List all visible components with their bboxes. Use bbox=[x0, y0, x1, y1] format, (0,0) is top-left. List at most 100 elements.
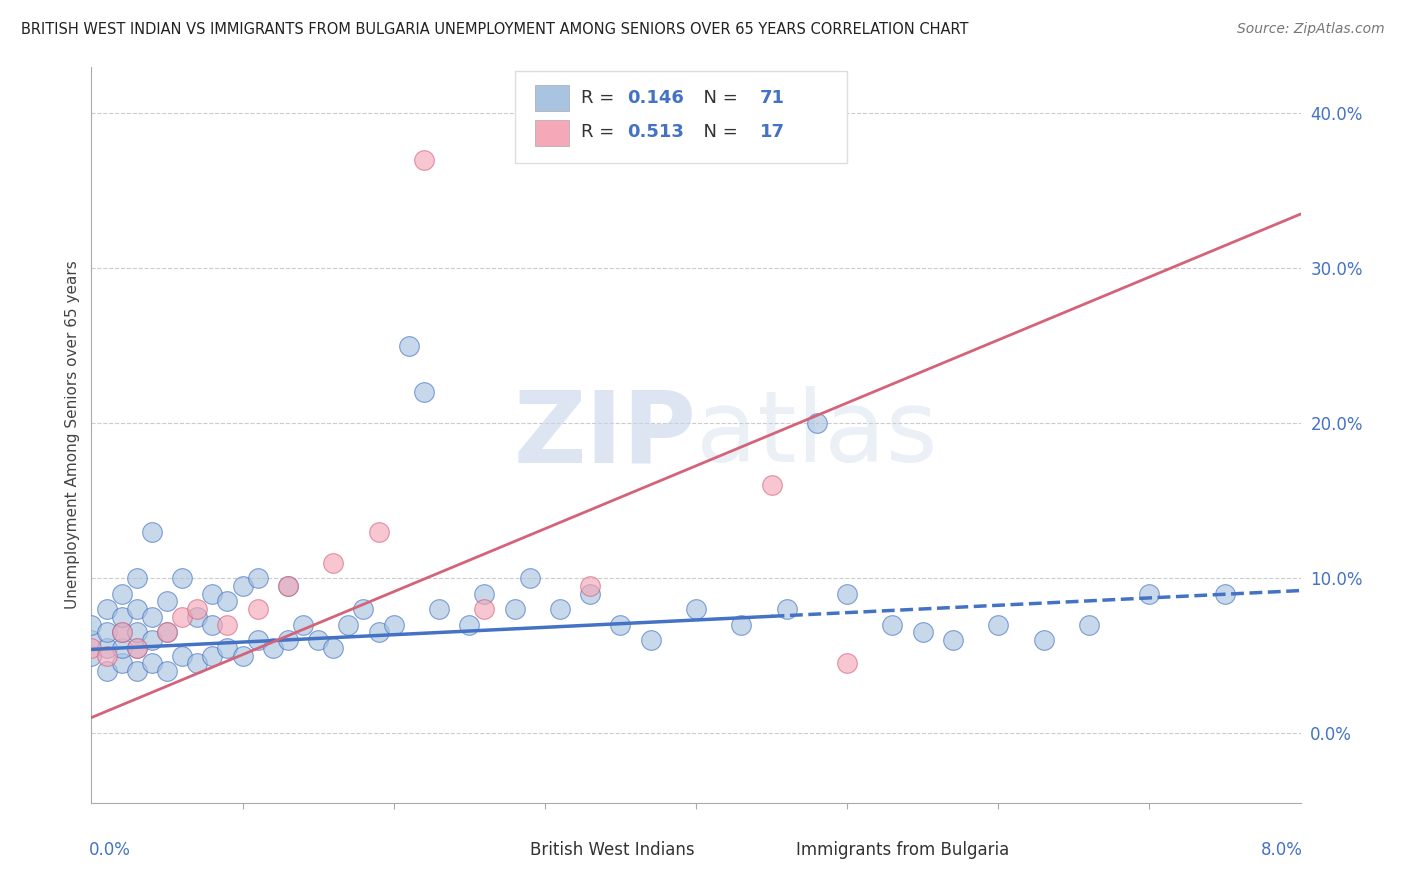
FancyBboxPatch shape bbox=[496, 842, 526, 858]
Point bbox=[156, 594, 179, 608]
Point bbox=[911, 625, 934, 640]
Text: 71: 71 bbox=[761, 89, 785, 107]
Text: 17: 17 bbox=[761, 123, 785, 142]
FancyBboxPatch shape bbox=[515, 70, 846, 162]
Point bbox=[427, 602, 450, 616]
Text: atlas: atlas bbox=[696, 386, 938, 483]
Point bbox=[292, 617, 315, 632]
Point bbox=[685, 602, 707, 616]
Point bbox=[96, 640, 118, 655]
Point bbox=[231, 648, 253, 663]
Point bbox=[141, 610, 163, 624]
Y-axis label: Unemployment Among Seniors over 65 years: Unemployment Among Seniors over 65 years bbox=[65, 260, 80, 609]
Text: 8.0%: 8.0% bbox=[1261, 841, 1303, 859]
Point bbox=[217, 617, 239, 632]
Text: R =: R = bbox=[581, 123, 620, 142]
Point bbox=[337, 617, 360, 632]
Point bbox=[80, 648, 103, 663]
Point bbox=[398, 339, 420, 353]
Point bbox=[761, 478, 783, 492]
Point bbox=[776, 602, 799, 616]
Point bbox=[835, 587, 858, 601]
Point bbox=[730, 617, 752, 632]
Point bbox=[156, 664, 179, 678]
Point bbox=[96, 664, 118, 678]
Text: Source: ZipAtlas.com: Source: ZipAtlas.com bbox=[1237, 22, 1385, 37]
Text: 0.146: 0.146 bbox=[627, 89, 683, 107]
Point bbox=[503, 602, 526, 616]
Point bbox=[156, 625, 179, 640]
Text: 0.0%: 0.0% bbox=[89, 841, 131, 859]
Text: N =: N = bbox=[692, 123, 744, 142]
Point bbox=[217, 640, 239, 655]
Point bbox=[640, 633, 662, 648]
Point bbox=[156, 625, 179, 640]
Point bbox=[352, 602, 374, 616]
Point bbox=[186, 610, 208, 624]
Point bbox=[125, 640, 148, 655]
Point bbox=[80, 640, 103, 655]
Point bbox=[246, 602, 269, 616]
Point bbox=[472, 587, 495, 601]
Point bbox=[806, 416, 828, 430]
Point bbox=[367, 625, 389, 640]
Point bbox=[201, 617, 224, 632]
Point bbox=[277, 579, 299, 593]
Point bbox=[609, 617, 631, 632]
Text: BRITISH WEST INDIAN VS IMMIGRANTS FROM BULGARIA UNEMPLOYMENT AMONG SENIORS OVER : BRITISH WEST INDIAN VS IMMIGRANTS FROM B… bbox=[21, 22, 969, 37]
Text: British West Indians: British West Indians bbox=[530, 841, 695, 859]
Point bbox=[458, 617, 481, 632]
Point bbox=[277, 633, 299, 648]
Point bbox=[322, 640, 344, 655]
Point bbox=[172, 571, 194, 585]
Point bbox=[172, 648, 194, 663]
Point bbox=[246, 633, 269, 648]
Point bbox=[125, 664, 148, 678]
Text: 0.513: 0.513 bbox=[627, 123, 683, 142]
Point bbox=[111, 657, 132, 671]
Point bbox=[1032, 633, 1054, 648]
Point bbox=[277, 579, 299, 593]
Point bbox=[579, 579, 602, 593]
Point bbox=[141, 524, 163, 539]
Point bbox=[1077, 617, 1099, 632]
Point bbox=[111, 640, 132, 655]
Point bbox=[519, 571, 541, 585]
Point bbox=[141, 633, 163, 648]
Point bbox=[96, 602, 118, 616]
Point bbox=[262, 640, 284, 655]
FancyBboxPatch shape bbox=[536, 86, 569, 111]
Point bbox=[472, 602, 495, 616]
Point bbox=[835, 657, 858, 671]
Point bbox=[413, 153, 436, 167]
Point bbox=[125, 625, 148, 640]
Point bbox=[80, 617, 103, 632]
FancyBboxPatch shape bbox=[536, 120, 569, 145]
Point bbox=[111, 610, 132, 624]
Point bbox=[111, 625, 132, 640]
Point bbox=[201, 648, 224, 663]
Point bbox=[217, 594, 239, 608]
Point bbox=[186, 602, 208, 616]
Point bbox=[125, 602, 148, 616]
Point bbox=[96, 625, 118, 640]
Point bbox=[96, 648, 118, 663]
Point bbox=[987, 617, 1010, 632]
Text: ZIP: ZIP bbox=[513, 386, 696, 483]
Point bbox=[246, 571, 269, 585]
Point bbox=[231, 579, 253, 593]
Point bbox=[322, 556, 344, 570]
Point bbox=[201, 587, 224, 601]
Point bbox=[141, 657, 163, 671]
Point bbox=[125, 571, 148, 585]
Point bbox=[172, 610, 194, 624]
Point bbox=[111, 625, 132, 640]
Point bbox=[125, 640, 148, 655]
Point bbox=[1139, 587, 1161, 601]
Point bbox=[413, 385, 436, 400]
Point bbox=[548, 602, 571, 616]
Point bbox=[307, 633, 329, 648]
Point bbox=[1213, 587, 1236, 601]
Point bbox=[382, 617, 405, 632]
Point bbox=[80, 633, 103, 648]
